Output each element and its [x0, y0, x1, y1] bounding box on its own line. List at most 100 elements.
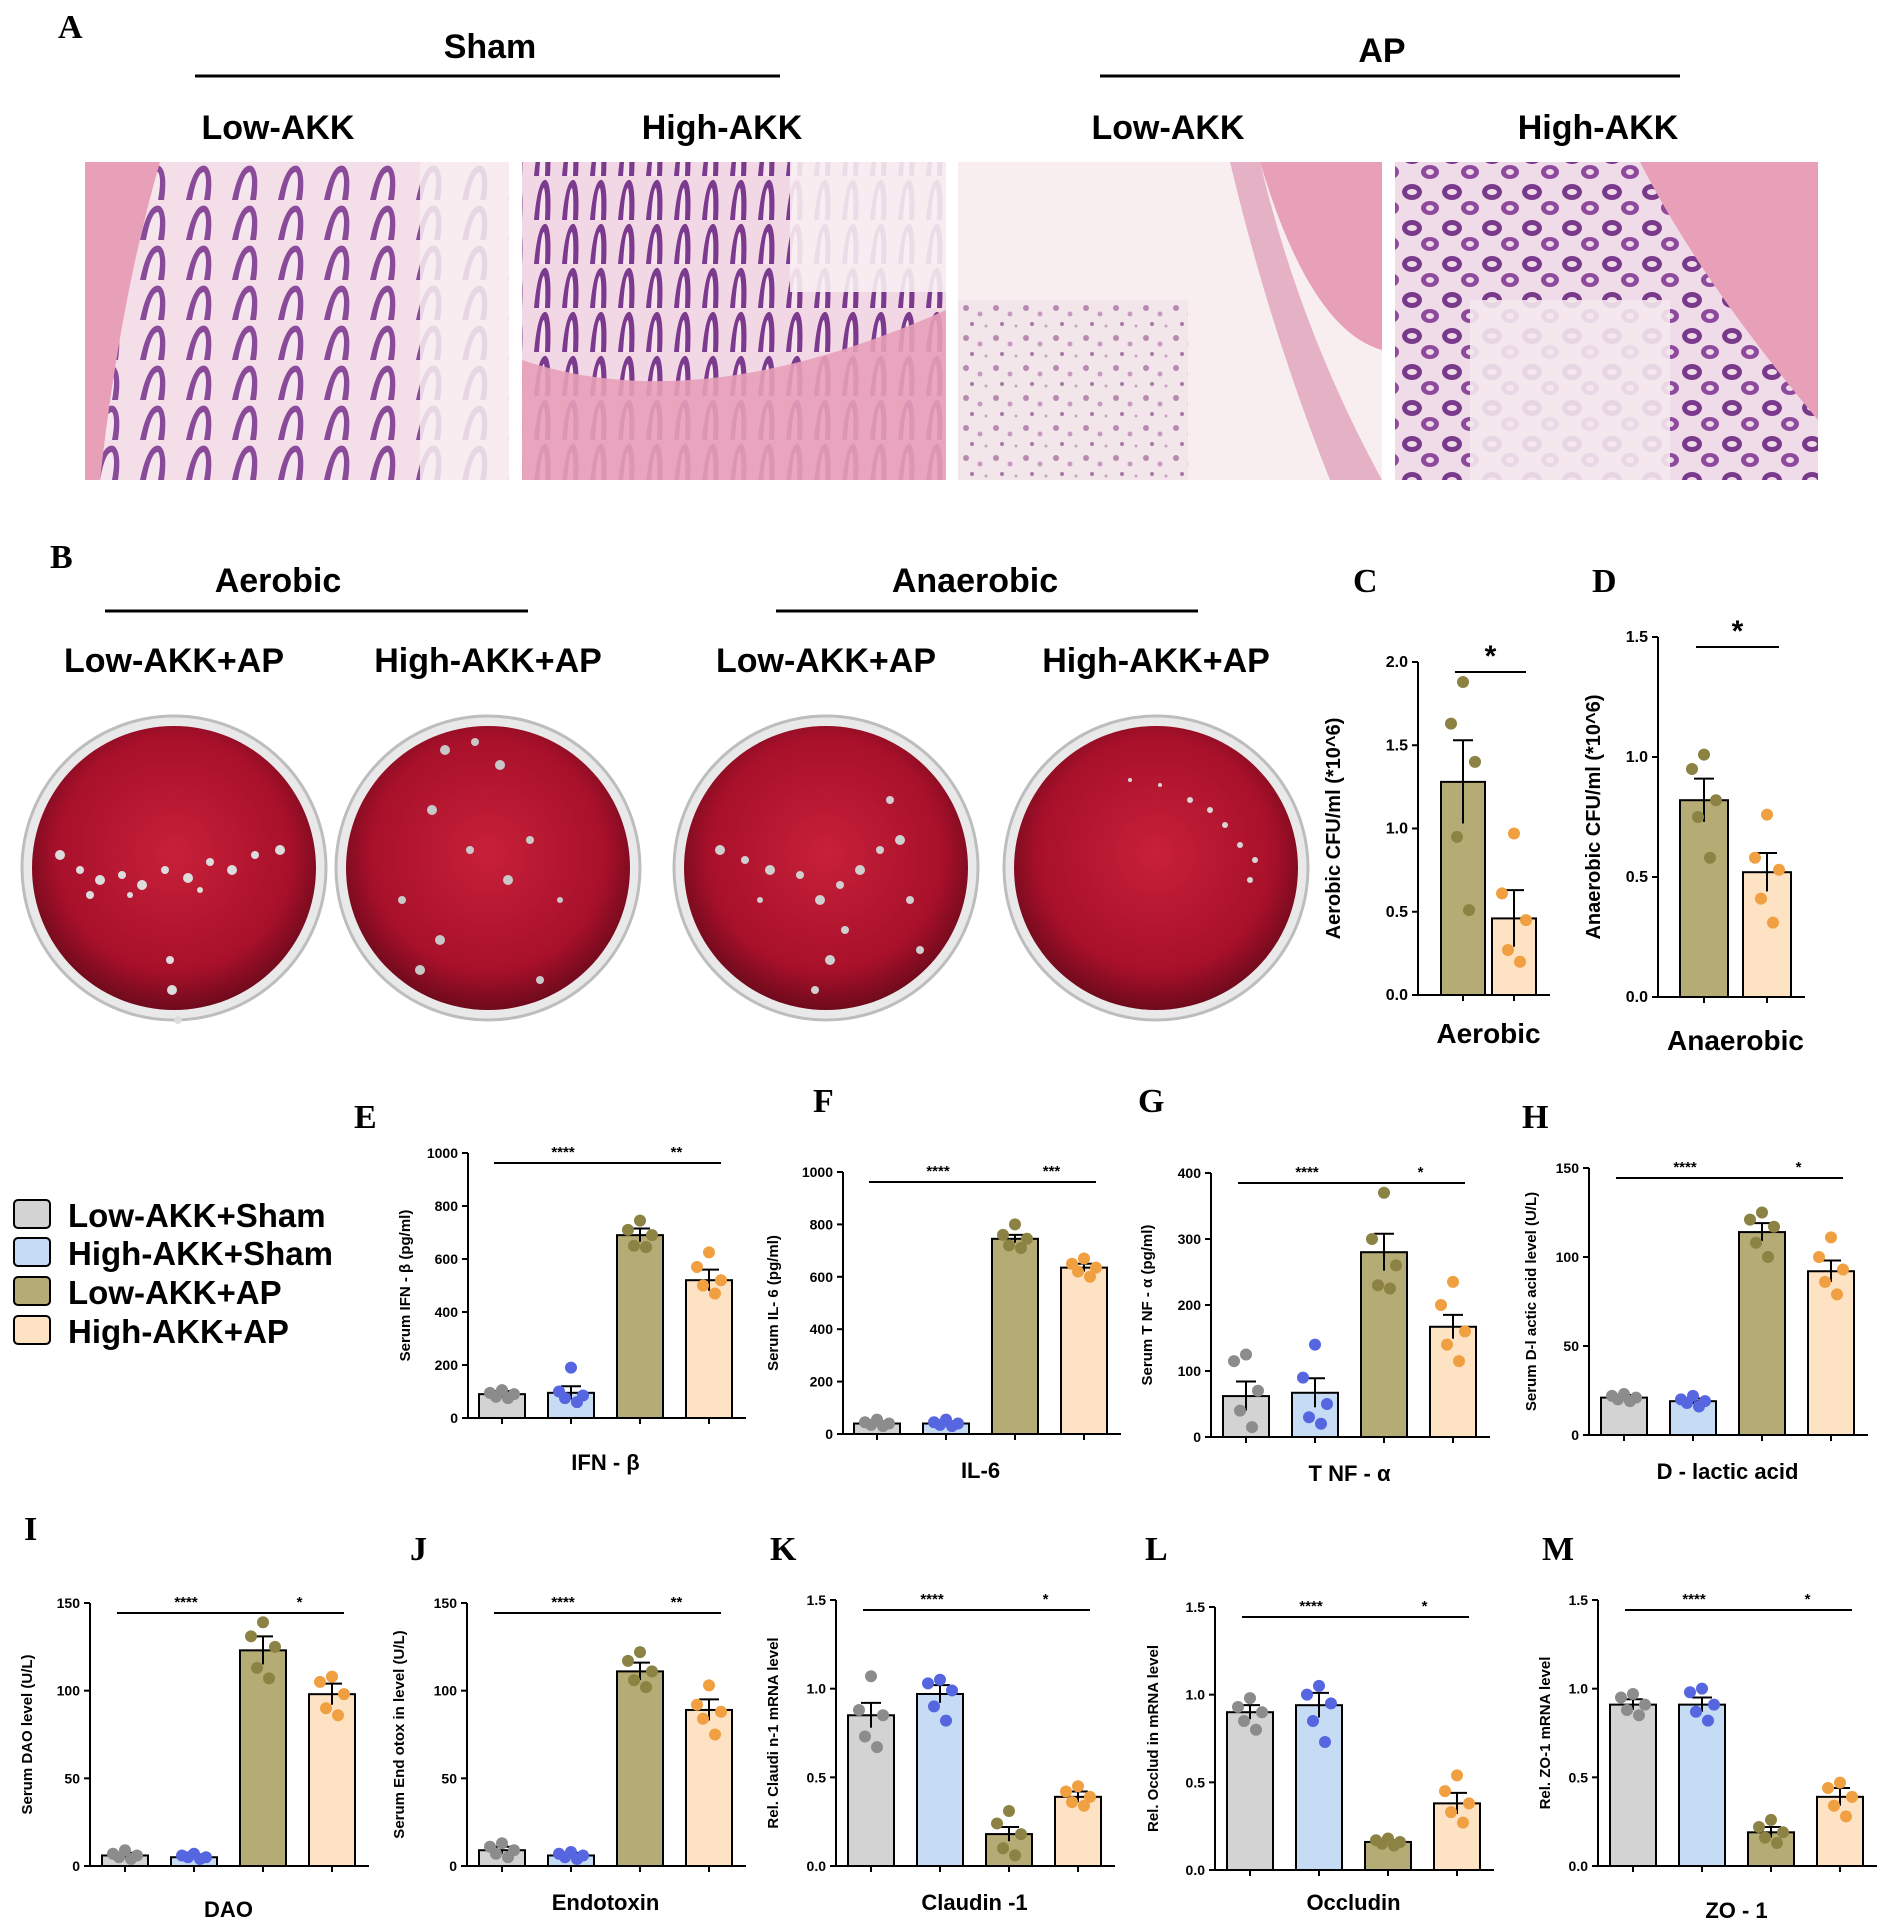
y-tick-label: 300	[1178, 1231, 1202, 1247]
agar-plate-anaerobic-low-akk	[672, 714, 980, 1022]
data-point	[1445, 1806, 1457, 1819]
data-point	[1520, 914, 1532, 927]
data-point	[113, 1851, 125, 1864]
panel-a-sub-ap-low: Low-AKK	[1092, 109, 1245, 147]
bar-high-akk-sham	[1669, 1400, 1717, 1437]
data-point	[1445, 717, 1457, 730]
data-point	[1250, 1723, 1262, 1736]
data-point	[1633, 1709, 1645, 1722]
data-point	[182, 1851, 194, 1864]
data-point	[1690, 1705, 1702, 1718]
data-point	[1496, 887, 1508, 900]
data-point	[1303, 1411, 1315, 1424]
data-point	[1439, 1785, 1451, 1798]
panel-e-letter: E	[354, 1099, 377, 1136]
data-point	[1315, 1417, 1327, 1430]
data-point	[1372, 1279, 1384, 1292]
y-tick-label: 100	[1178, 1363, 1202, 1379]
panel-m-letter: M	[1542, 1531, 1574, 1568]
data-point	[490, 1847, 502, 1860]
y-tick-label: 1.5	[807, 1592, 827, 1608]
significance-label: **	[671, 1144, 683, 1161]
data-point	[1072, 1780, 1084, 1793]
data-point	[1744, 1213, 1756, 1226]
data-point	[1313, 1679, 1325, 1692]
data-point	[715, 1705, 727, 1718]
data-point	[946, 1684, 958, 1697]
data-point	[1390, 1259, 1402, 1272]
data-point	[1502, 944, 1514, 957]
bar-low-akk-ap	[1747, 1831, 1795, 1867]
chart-d: 0.0 0.5 1.0 1.5 * Anaerobic CFU/ml (*10^6) Ana…	[1583, 615, 1805, 1056]
data-point	[1457, 675, 1469, 688]
x-axis-label: IL-6	[961, 1458, 1000, 1483]
bar-low-akk-ap	[616, 1234, 664, 1420]
data-point	[1639, 1698, 1651, 1711]
data-point	[691, 1698, 703, 1711]
data-point	[194, 1852, 206, 1865]
data-point	[865, 1418, 877, 1431]
panel-a-sub-sham-high: High-AKK	[642, 109, 803, 147]
data-point	[1246, 1421, 1258, 1434]
bar-high-akk-sham	[1295, 1704, 1343, 1871]
significance-label: ****	[1299, 1598, 1323, 1615]
data-point	[928, 1700, 940, 1713]
data-point	[1072, 1265, 1084, 1278]
data-point	[1702, 1714, 1714, 1727]
data-point	[332, 1709, 344, 1722]
data-point	[1378, 1186, 1390, 1199]
data-point	[1693, 1400, 1705, 1413]
data-point	[1015, 1241, 1027, 1254]
data-point	[640, 1241, 652, 1254]
y-tick-label: 0	[825, 1426, 833, 1442]
y-tick-label: 150	[1556, 1160, 1580, 1176]
histology-sham-low-akk	[85, 162, 509, 480]
y-tick-label: 1.5	[1386, 737, 1408, 754]
data-point	[1441, 1338, 1453, 1351]
y-tick-label: 0	[72, 1858, 80, 1874]
legend-item-low-akk-sham: Low-AKK+Sham	[13, 1197, 326, 1234]
data-point	[646, 1229, 658, 1242]
panel-b-letter: B	[50, 539, 73, 576]
significance-label: ****	[551, 1594, 575, 1611]
data-point	[1301, 1688, 1313, 1701]
data-point	[1015, 1828, 1027, 1841]
x-axis-label: Aerobic	[1436, 1018, 1540, 1049]
y-tick-label: 600	[435, 1251, 459, 1267]
chart-k: 0.00.51.01.5 **** *Rel. Claudi n-1 mRNA le…	[765, 1591, 1115, 1915]
data-point	[559, 1851, 571, 1864]
y-tick-label: 100	[1556, 1249, 1580, 1265]
significance-label: *	[1485, 640, 1497, 673]
data-point	[263, 1672, 275, 1685]
y-tick-label: 400	[810, 1321, 834, 1337]
data-point	[1307, 1714, 1319, 1727]
data-point	[1451, 830, 1463, 843]
panel-k-letter: K	[770, 1531, 797, 1568]
panel-a-letter: A	[58, 9, 83, 46]
y-tick-label: 1000	[427, 1145, 458, 1161]
data-point	[628, 1674, 640, 1687]
y-axis-label: Serum IFN - β (pg/ml)	[397, 1210, 414, 1362]
data-point	[1084, 1790, 1096, 1803]
y-axis-label: Rel. ZO-1 mRNA level	[1537, 1657, 1554, 1810]
data-point	[1681, 1396, 1693, 1409]
data-point	[314, 1675, 326, 1688]
y-tick-label: 0	[450, 1410, 458, 1426]
y-tick-label: 800	[435, 1198, 459, 1214]
data-point	[697, 1279, 709, 1292]
x-axis-label: Endotoxin	[552, 1890, 660, 1915]
data-point	[1321, 1398, 1333, 1410]
data-point	[1240, 1348, 1252, 1361]
data-point	[697, 1712, 709, 1725]
panel-h-letter: H	[1522, 1099, 1548, 1136]
data-point	[1686, 763, 1698, 775]
data-point	[1831, 1288, 1843, 1301]
y-tick-label: 0.5	[1186, 1774, 1206, 1790]
data-point	[1060, 1785, 1072, 1798]
x-axis-label: ZO - 1	[1705, 1898, 1767, 1923]
data-point	[1457, 1816, 1469, 1829]
agar-plate-aerobic-low-akk	[20, 714, 328, 1024]
bar-low-akk-ap	[1679, 799, 1729, 999]
data-point	[1325, 1697, 1337, 1710]
